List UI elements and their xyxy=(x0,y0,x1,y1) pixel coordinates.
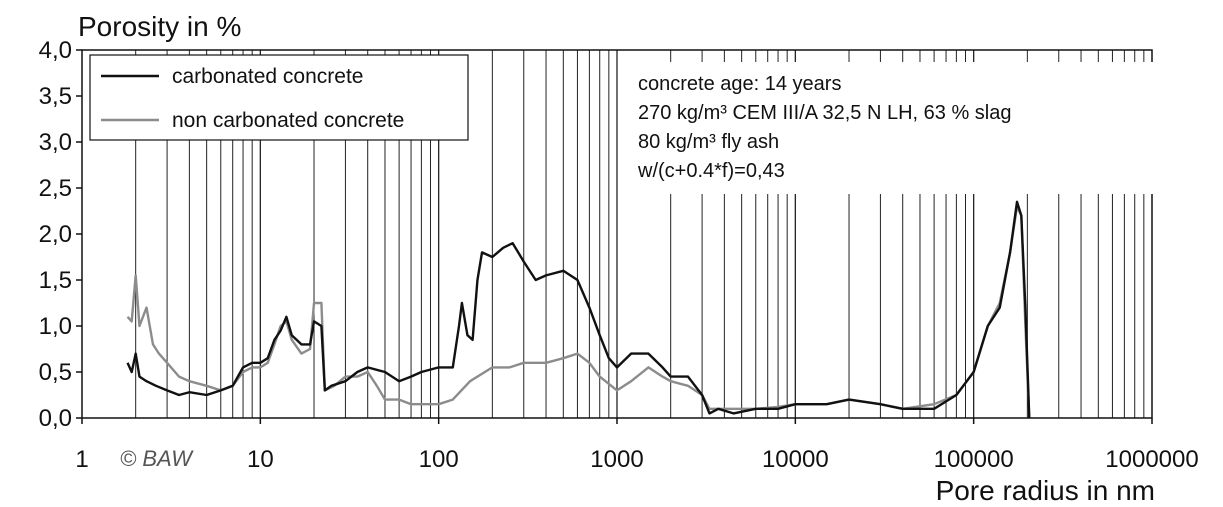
series-lines xyxy=(126,200,1031,419)
annotation-line-2: 270 kg/m³ CEM III/A 32,5 N LH, 63 % slag xyxy=(638,102,1012,124)
x-tick-label: 100 xyxy=(419,446,459,473)
annotation-line-4: w/(c+0.4*f)=0,43 xyxy=(637,160,785,182)
y-tick-label: 4,0 xyxy=(39,37,72,64)
x-tick-label: 10000 xyxy=(762,446,829,473)
x-tick-label: 100000 xyxy=(934,446,1014,473)
y-tick-label: 3,0 xyxy=(39,129,72,156)
x-tick-label: 1 xyxy=(75,446,88,473)
legend-box xyxy=(89,54,469,141)
y-axis-ticks: 0,0 0,5 1,0 1,5 2,0 2,5 3,0 3,5 4,0 xyxy=(39,37,82,432)
y-tick-label: 1,5 xyxy=(39,267,72,294)
x-tick-label: 1000000 xyxy=(1105,446,1198,473)
annotation-line-3: 80 kg/m³ fly ash xyxy=(638,131,779,153)
y-tick-label: 3,5 xyxy=(39,83,72,110)
legend: carbonated concrete non carbonated concr… xyxy=(89,54,469,141)
y-tick-label: 1,0 xyxy=(39,313,72,340)
series-line-non-carbonated xyxy=(126,205,1031,419)
plot-frame xyxy=(81,49,1153,419)
legend-label-carbonated: carbonated concrete xyxy=(172,65,363,88)
y-axis-title: Porosity in % xyxy=(78,11,241,42)
annotation-line-1: concrete age: 14 years xyxy=(638,73,841,95)
series-line-carbonated xyxy=(126,200,1031,419)
legend-label-non-carbonated: non carbonated concrete xyxy=(172,109,404,132)
x-axis-ticks: 1 10 100 1000 10000 100000 1000000 xyxy=(75,418,1199,473)
x-axis-title: Pore radius in nm xyxy=(936,475,1155,506)
y-tick-label: 0,5 xyxy=(39,359,72,386)
annotation: concrete age: 14 years 270 kg/m³ CEM III… xyxy=(628,62,1153,194)
y-tick-label: 2,0 xyxy=(39,221,72,248)
y-tick-label: 2,5 xyxy=(39,175,72,202)
x-tick-label: 10 xyxy=(247,446,274,473)
x-tick-label: 1000 xyxy=(590,446,643,473)
annotation-background xyxy=(628,62,1153,194)
y-tick-label: 0,0 xyxy=(39,405,72,432)
copyright-notice: © BAW xyxy=(120,446,194,471)
